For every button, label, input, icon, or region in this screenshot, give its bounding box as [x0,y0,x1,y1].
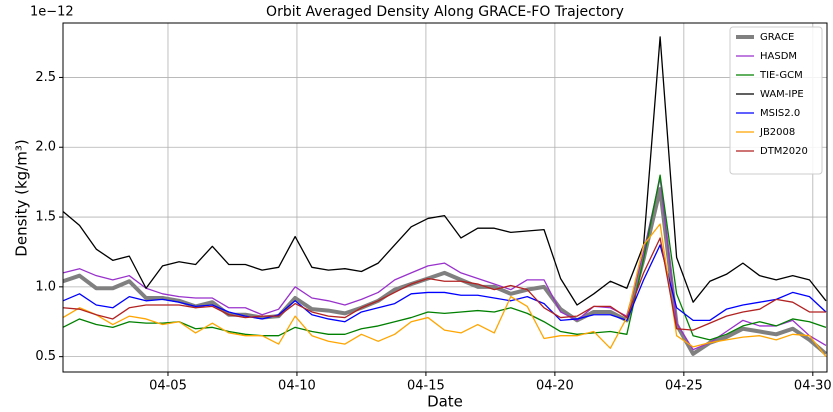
x-tick-label: 04-20 [536,379,574,394]
legend-label: GRACE [760,32,794,43]
y-axis-label: Density (kg/m³) [13,139,31,256]
y-tick-label: 2.0 [35,140,56,155]
y-tick-label: 1.0 [35,279,56,294]
series-line [62,223,827,358]
y-tick-label: 0.5 [35,349,56,364]
x-tick-label: 04-30 [794,379,832,394]
legend-label: WAM-IPE [760,89,804,100]
legend-label: MSIS2.0 [760,108,800,119]
plot-frame [62,22,828,373]
series-line [62,36,827,306]
y-tick-label: 2.5 [35,70,56,85]
legend-label: HASDM [760,51,797,62]
x-axis-label: Date [427,393,463,411]
series-line [62,174,827,341]
x-tick-label: 04-05 [149,379,187,394]
y-tick-label: 1.5 [35,210,56,225]
series-line [62,244,827,323]
x-tick-label: 04-15 [407,379,445,394]
series-line [62,177,827,351]
legend-box [729,26,823,175]
x-tick-label: 04-10 [278,379,316,394]
chart-title: Orbit Averaged Density Along GRACE-FO Tr… [266,4,624,20]
series-line [62,187,828,356]
series-line [62,237,826,331]
legend-label: JB2008 [759,127,795,138]
x-tick-label: 04-25 [665,379,703,394]
legend: GRACE HASDM TIE-GCM WAM-IPE MSIS2.0 JB2008 DTM… [729,26,823,175]
legend-label: TIE-GCM [759,70,803,81]
y-offset-label: 1e−12 [30,5,74,20]
legend-label: DTM2020 [760,146,808,157]
